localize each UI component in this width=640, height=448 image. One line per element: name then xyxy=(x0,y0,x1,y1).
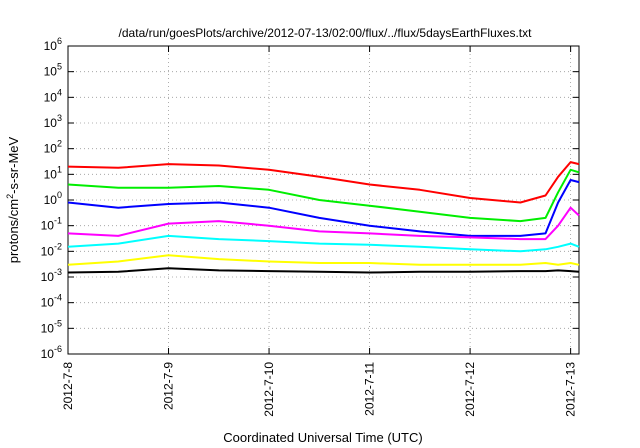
y-tick-label: 10-5 xyxy=(41,318,62,335)
series-line-1 xyxy=(67,161,580,204)
y-axis-label-suffix: -s-sr-MeV xyxy=(6,136,21,193)
chart-title: /data/run/goesPlots/archive/2012-07-13/0… xyxy=(119,26,533,40)
y-tick-label: 103 xyxy=(44,113,62,130)
y-tick-label: 10-1 xyxy=(41,216,62,233)
series-line-7 xyxy=(67,267,580,274)
y-tick-label: 10-2 xyxy=(41,241,62,258)
y-tick-label: 102 xyxy=(44,139,62,156)
y-axis: 106 105 104 103 102 101 100 10-1 10-2 10-3 10-4 10-… xyxy=(41,36,579,361)
y-tick-label: 10-6 xyxy=(41,344,62,361)
series-lines xyxy=(67,161,580,274)
y-axis-label-sup: 2 xyxy=(5,194,15,199)
y-tick-label: 100 xyxy=(44,190,62,207)
x-tick-label: 2012-7-13 xyxy=(564,362,578,417)
y-axis-label: protons/cm2-s-sr-MeV xyxy=(5,136,21,263)
y-tick-label: 104 xyxy=(44,87,62,104)
x-axis-label: Coordinated Universal Time (UTC) xyxy=(223,430,422,445)
x-tick-label: 2012-7-12 xyxy=(463,362,477,417)
y-tick-label: 105 xyxy=(44,62,62,79)
x-axis: 2012-7-8 2012-7-9 2012-7-10 2012-7-11 2012-7… xyxy=(61,46,578,417)
y-tick-label: 10-4 xyxy=(41,293,62,310)
grid xyxy=(68,45,579,355)
y-axis-label-prefix: protons/cm xyxy=(6,199,21,263)
x-tick-label: 2012-7-11 xyxy=(363,362,377,416)
series-line-6 xyxy=(67,254,580,266)
x-tick-label: 2012-7-8 xyxy=(61,362,75,410)
y-tick-label: 101 xyxy=(44,164,62,181)
series-line-5 xyxy=(67,234,580,253)
y-tick-label: 10-3 xyxy=(41,267,62,284)
x-tick-label: 2012-7-10 xyxy=(262,362,276,417)
series-line-3 xyxy=(67,179,580,237)
y-tick-label: 106 xyxy=(44,36,62,53)
x-tick-label: 2012-7-9 xyxy=(162,362,176,410)
series-line-4 xyxy=(67,206,580,241)
series-line-2 xyxy=(67,168,580,223)
